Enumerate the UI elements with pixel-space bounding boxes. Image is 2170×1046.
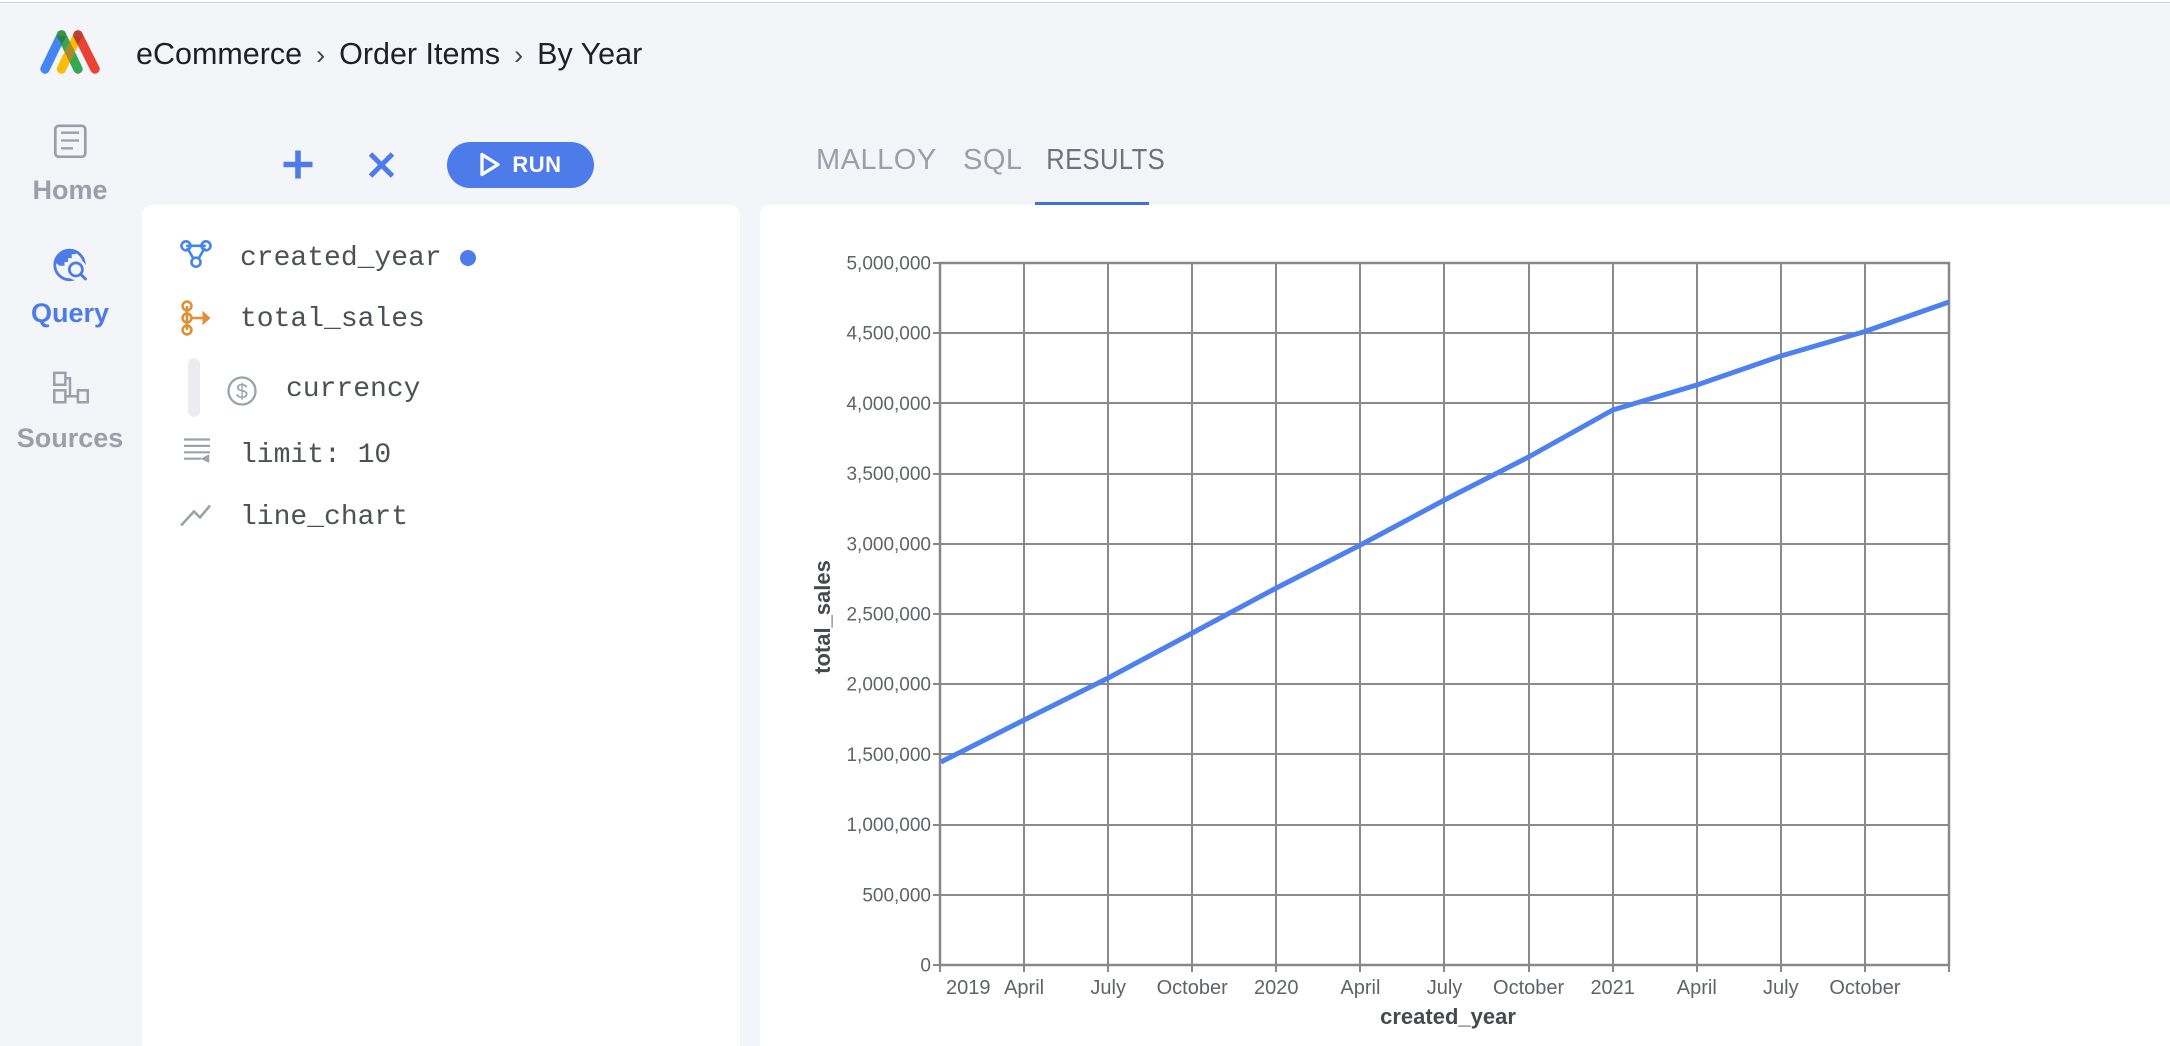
svg-text:2021: 2021 <box>1590 977 1635 999</box>
svg-text:0: 0 <box>920 956 931 977</box>
svg-text:October: October <box>1829 977 1900 999</box>
svg-text:July: July <box>1427 977 1463 999</box>
svg-text:April: April <box>1677 977 1717 999</box>
svg-text:July: July <box>1090 977 1126 999</box>
svg-text:2,500,000: 2,500,000 <box>846 605 931 626</box>
svg-text:3,000,000: 3,000,000 <box>846 534 931 555</box>
svg-text:2,000,000: 2,000,000 <box>846 675 931 696</box>
svg-text:1,500,000: 1,500,000 <box>846 745 931 766</box>
svg-text:4,500,000: 4,500,000 <box>846 324 931 345</box>
svg-text:April: April <box>1340 977 1380 999</box>
svg-text:2019: 2019 <box>946 977 991 999</box>
svg-text:$: $ <box>236 381 248 404</box>
svg-text:3,500,000: 3,500,000 <box>846 464 931 485</box>
svg-text:5,000,000: 5,000,000 <box>846 254 931 275</box>
svg-text:October: October <box>1157 977 1228 999</box>
svg-text:July: July <box>1763 977 1799 999</box>
svg-text:4,000,000: 4,000,000 <box>846 394 931 415</box>
svg-text:500,000: 500,000 <box>862 885 931 906</box>
svg-text:created_year: created_year <box>1380 1004 1516 1029</box>
svg-text:October: October <box>1493 977 1564 999</box>
svg-text:April: April <box>1004 977 1044 999</box>
svg-text:1,000,000: 1,000,000 <box>846 815 931 836</box>
svg-text:total_sales: total_sales <box>810 560 835 674</box>
svg-text:2020: 2020 <box>1254 977 1299 999</box>
